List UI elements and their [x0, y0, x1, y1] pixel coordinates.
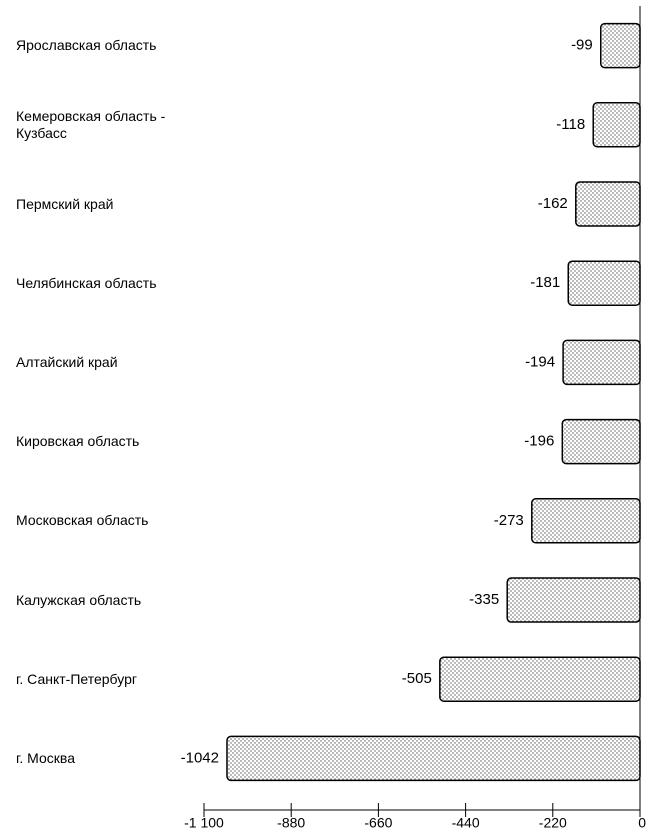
category-label: Кемеровская область - Кузбасс — [16, 107, 166, 141]
bar — [226, 735, 641, 782]
category-label: Челябинская область — [16, 274, 157, 291]
bar — [561, 418, 641, 465]
value-label: -273 — [494, 512, 524, 529]
bar — [439, 656, 641, 702]
category-label: Калужская область — [16, 591, 142, 608]
category-label: г. Санкт-Петербург — [16, 670, 137, 687]
category-label: Ярославская область — [16, 37, 157, 54]
x-tick-label: -880 — [277, 815, 305, 831]
x-tick-label: -660 — [364, 815, 392, 831]
value-label: -335 — [469, 591, 499, 608]
value-label: -194 — [525, 353, 555, 370]
bar — [531, 498, 641, 544]
category-label: Московская область — [16, 512, 149, 529]
x-tick-label: -220 — [539, 815, 567, 831]
value-label: -1042 — [181, 749, 219, 766]
value-label: -118 — [556, 116, 585, 133]
x-tick-label: 0 — [638, 815, 646, 831]
value-label: -181 — [530, 274, 560, 291]
bar — [567, 260, 641, 306]
category-label: Пермский край — [16, 195, 114, 212]
category-label: Кировская область — [16, 433, 140, 450]
bar — [592, 102, 641, 148]
value-label: -99 — [571, 37, 593, 54]
bar — [506, 577, 641, 623]
value-label: -196 — [524, 433, 554, 450]
value-label: -162 — [538, 195, 568, 212]
bar — [562, 339, 641, 386]
x-tick-label: -1 100 — [184, 815, 224, 831]
category-label: г. Москва — [16, 749, 75, 766]
x-tick-label: -440 — [452, 815, 480, 831]
bar — [575, 181, 641, 227]
bar — [600, 22, 641, 69]
category-label: Алтайский край — [16, 353, 118, 370]
value-label: -505 — [402, 670, 432, 687]
